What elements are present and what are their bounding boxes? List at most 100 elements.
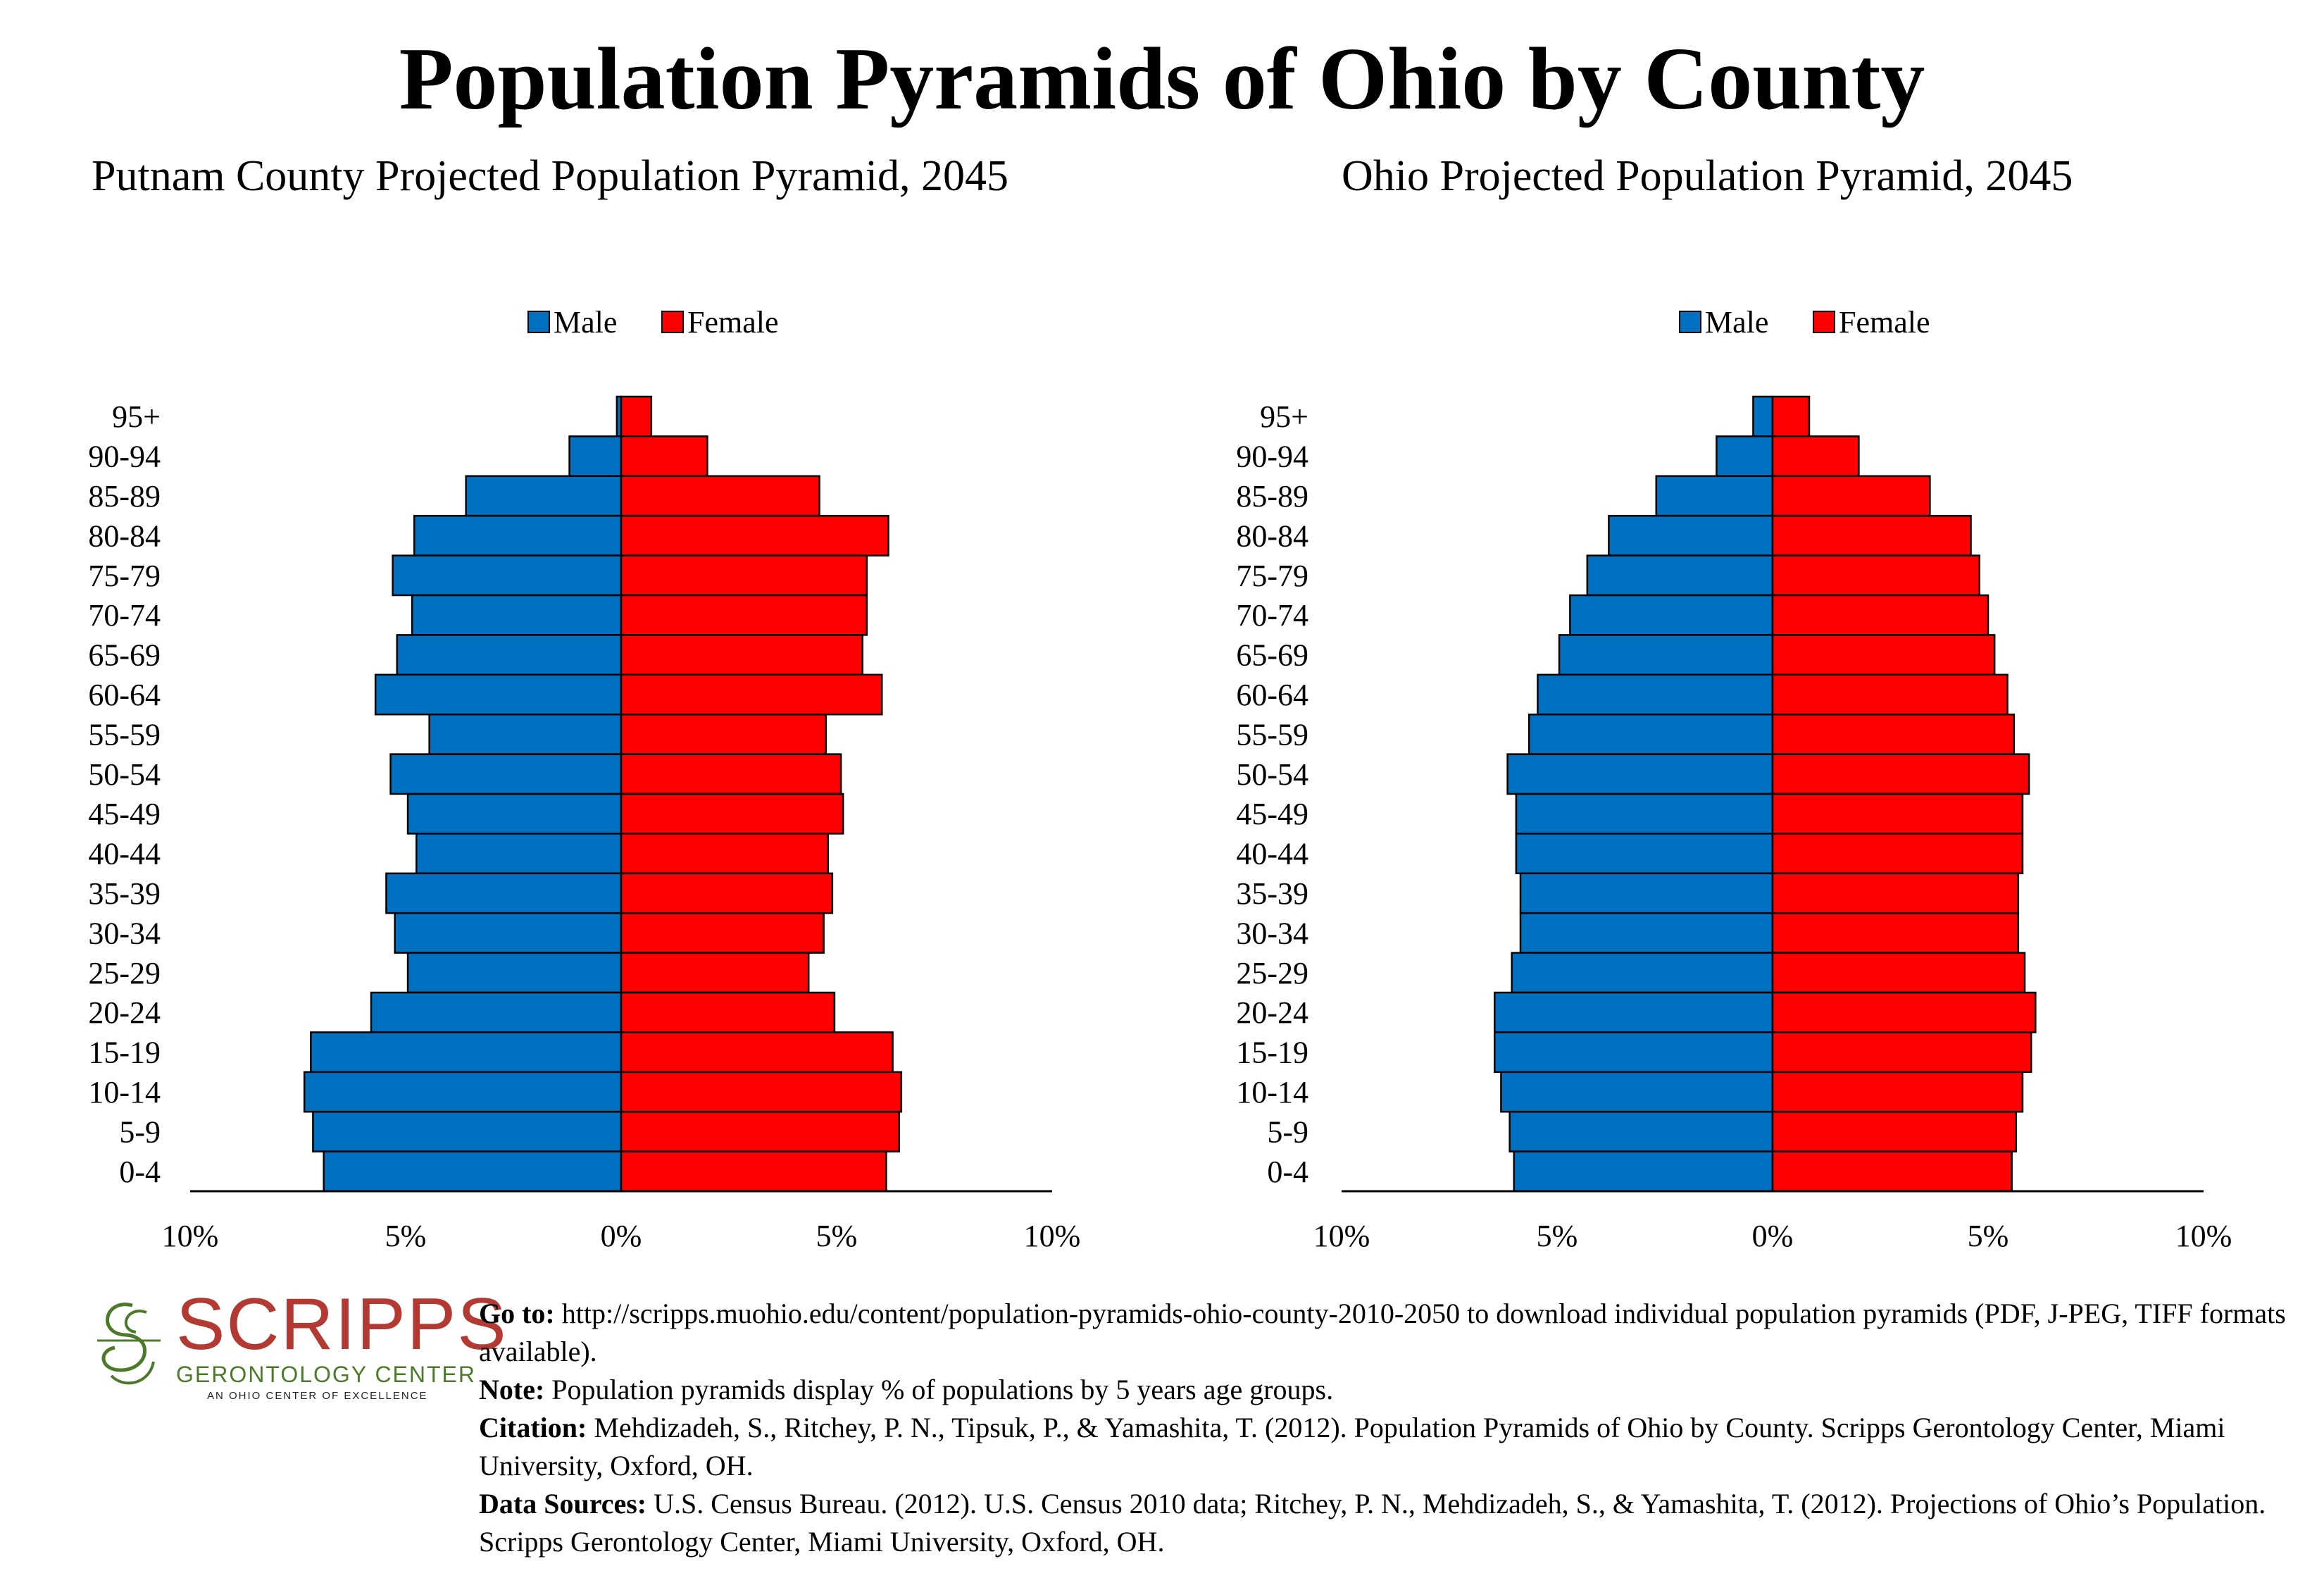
legend-female-swatch — [1813, 311, 1835, 333]
age-label-70-74: 70-74 — [88, 598, 161, 633]
bar-female-70-74 — [620, 594, 868, 636]
bar-female-35-39 — [620, 872, 834, 914]
bar-male-30-34 — [394, 912, 623, 954]
logo-subtitle: GERONTOLOGY CENTER — [176, 1362, 476, 1387]
bar-male-65-69 — [1558, 634, 1774, 676]
age-label-0-4: 0-4 — [1267, 1155, 1308, 1189]
age-label-5-9: 5-9 — [119, 1114, 161, 1149]
bar-male-60-64 — [1537, 673, 1774, 716]
bar-male-15-19 — [310, 1031, 623, 1074]
age-label-35-39: 35-39 — [1236, 876, 1308, 911]
page-title: Population Pyramids of Ohio by County — [399, 30, 1925, 128]
age-label-35-39: 35-39 — [88, 876, 161, 911]
bar-female-5-9 — [620, 1110, 900, 1152]
bar-female-5-9 — [1771, 1110, 2018, 1152]
x-tick-label: 5% — [385, 1219, 427, 1253]
bar-male-35-39 — [1519, 872, 1774, 914]
bar-female-45-49 — [1771, 792, 2024, 835]
bar-male-65-69 — [396, 634, 623, 676]
bar-female-40-44 — [1771, 833, 2024, 875]
bar-female-80-84 — [1771, 514, 1972, 557]
logo-tagline: AN OHIO CENTER OF EXCELLENCE — [207, 1390, 428, 1402]
bar-male-50-54 — [389, 753, 623, 795]
bar-female-60-64 — [1771, 673, 2008, 716]
chart-legend: Male Female — [1679, 305, 1930, 340]
age-label-90-94: 90-94 — [1236, 440, 1308, 474]
bar-female-75-79 — [1771, 554, 1981, 597]
bar-male-45-49 — [1515, 792, 1774, 835]
age-label-60-64: 60-64 — [88, 678, 161, 712]
bar-female-60-64 — [620, 673, 883, 716]
legend-female-label: Female — [1839, 305, 1930, 340]
age-label-80-84: 80-84 — [1236, 518, 1308, 553]
footer-notes: Go to: http://scripps.muohio.edu/content… — [479, 1295, 2310, 1561]
bar-female-50-54 — [1771, 753, 2030, 795]
legend-male-label: Male — [554, 305, 617, 340]
legend-male-label: Male — [1705, 305, 1768, 340]
age-label-60-64: 60-64 — [1236, 678, 1308, 712]
bar-female-85-89 — [1771, 475, 1931, 517]
x-tick-label: 0% — [601, 1219, 642, 1253]
age-label-10-14: 10-14 — [88, 1075, 161, 1110]
age-label-95+: 95+ — [112, 399, 161, 434]
chart-title-putnam: Putnam County Projected Population Pyram… — [92, 152, 1008, 200]
footer-goto: Go to: http://scripps.muohio.edu/content… — [479, 1298, 2286, 1367]
age-label-70-74: 70-74 — [1236, 598, 1308, 633]
age-label-30-34: 30-34 — [1236, 916, 1308, 950]
bar-female-90-94 — [620, 435, 708, 478]
bar-female-80-84 — [620, 514, 889, 557]
bar-male-90-94 — [568, 435, 623, 478]
x-tick-label: 10% — [2175, 1219, 2232, 1253]
age-label-55-59: 55-59 — [88, 717, 161, 752]
bar-female-10-14 — [1771, 1071, 2024, 1113]
x-tick-label: 5% — [816, 1219, 858, 1253]
bar-female-50-54 — [620, 753, 842, 795]
chart-legend: Male Female — [527, 305, 779, 340]
age-label-25-29: 25-29 — [88, 956, 161, 990]
bar-male-15-19 — [1494, 1031, 1774, 1074]
bar-female-65-69 — [1771, 634, 1996, 676]
age-label-20-24: 20-24 — [1236, 995, 1308, 1030]
bar-female-95+ — [1771, 395, 1811, 437]
age-label-0-4: 0-4 — [119, 1155, 161, 1189]
bar-male-5-9 — [312, 1110, 623, 1152]
age-label-95+: 95+ — [1260, 399, 1308, 434]
pyramid-chart-putnam: Male Female 95+ 90-94 85-89 80-84 75-79 70-74 65… — [88, 305, 1080, 1253]
bar-male-0-4 — [1513, 1150, 1774, 1193]
bar-female-40-44 — [620, 833, 830, 875]
bar-female-25-29 — [1771, 952, 2026, 994]
bar-male-55-59 — [428, 713, 623, 755]
age-label-30-34: 30-34 — [88, 916, 161, 950]
bar-female-0-4 — [1771, 1150, 2013, 1193]
pyramid-chart-ohio: Male Female 95+ 90-94 85-89 80-84 75-79 70-74 65… — [1236, 305, 2232, 1253]
footer-citation: Citation: Mehdizadeh, S., Ritchey, P. N.… — [479, 1412, 2225, 1481]
age-label-15-19: 15-19 — [88, 1036, 161, 1070]
age-label-75-79: 75-79 — [1236, 559, 1308, 593]
age-label-10-14: 10-14 — [1236, 1075, 1308, 1110]
age-label-55-59: 55-59 — [1236, 717, 1308, 752]
bar-male-90-94 — [1716, 435, 1774, 478]
bar-male-70-74 — [1569, 594, 1774, 636]
bar-female-90-94 — [1771, 435, 1860, 478]
legend-female-swatch — [661, 311, 684, 333]
bar-male-10-14 — [1500, 1071, 1774, 1113]
age-label-40-44: 40-44 — [88, 837, 161, 871]
footer-goto-link[interactable]: http://scripps.muohio.edu/content/popula… — [479, 1298, 2286, 1367]
bar-male-75-79 — [1586, 554, 1774, 597]
bar-female-10-14 — [620, 1071, 903, 1113]
bar-male-25-29 — [1511, 952, 1774, 994]
bar-male-85-89 — [465, 475, 623, 517]
age-label-80-84: 80-84 — [88, 518, 161, 553]
bar-female-30-34 — [1771, 912, 2020, 954]
bar-male-95+ — [1752, 395, 1774, 437]
age-label-65-69: 65-69 — [88, 638, 161, 673]
bar-female-15-19 — [1771, 1031, 2032, 1074]
bar-female-35-39 — [1771, 872, 2020, 914]
age-label-20-24: 20-24 — [88, 995, 161, 1030]
legend-male-swatch — [1679, 311, 1701, 333]
bar-female-85-89 — [620, 475, 820, 517]
bar-female-25-29 — [620, 952, 810, 994]
bar-female-70-74 — [1771, 594, 1989, 636]
bar-male-40-44 — [416, 833, 623, 875]
age-label-45-49: 45-49 — [1236, 797, 1308, 831]
